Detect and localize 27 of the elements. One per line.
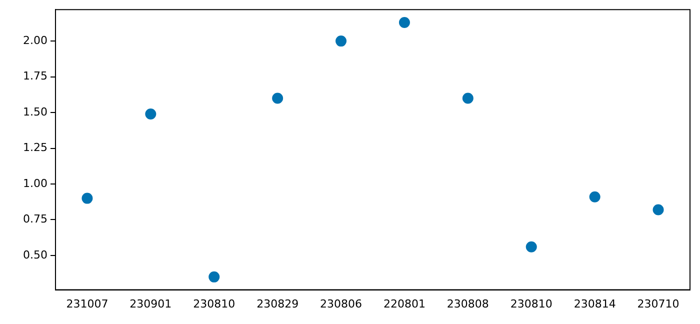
point (272, 92, 284, 104)
x-tick-label: 230808 (446, 297, 489, 310)
y-tick-label: 1.00 (22, 176, 48, 190)
point (336, 36, 347, 47)
point (398, 16, 410, 28)
x-tick-label: 230901 (130, 297, 172, 310)
x-tick-label: 230710 (637, 297, 680, 310)
y-tick-label: 1.75 (22, 70, 48, 83)
point (589, 191, 600, 202)
x-tick-label: 230829 (256, 297, 299, 310)
y-tick-label: 0.75 (22, 212, 48, 226)
x-tick-label: 220801 (383, 297, 426, 310)
point (652, 204, 664, 216)
point (526, 241, 537, 252)
y-tick-label: 2.00 (22, 34, 48, 47)
y-tick-label: 1.50 (22, 105, 48, 118)
x-tick-label: 231007 (66, 297, 108, 310)
point (82, 192, 93, 204)
x-tick-label: 230810 (510, 297, 552, 310)
x-tick-label: 230814 (574, 297, 616, 310)
point (208, 271, 220, 282)
y-tick-label: 1.25 (22, 141, 48, 154)
x-tick-label: 230806 (320, 297, 362, 310)
point (462, 92, 474, 104)
x-tick-label: 230810 (193, 297, 236, 310)
point (145, 108, 156, 120)
y-tick-label: 0.50 (22, 248, 48, 262)
